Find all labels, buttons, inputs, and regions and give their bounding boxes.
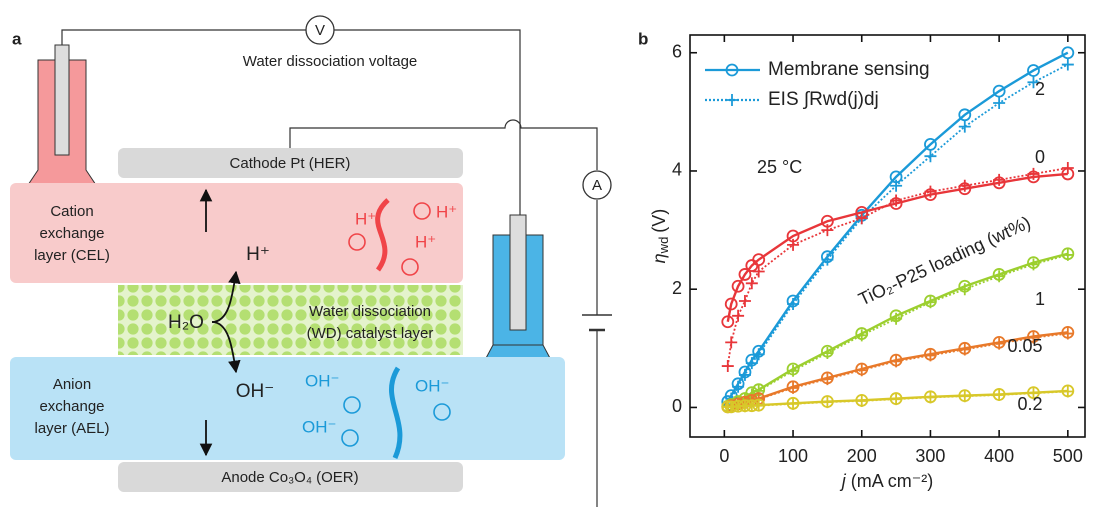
x-tick-label: 300 — [915, 446, 945, 466]
plus-marker — [739, 295, 751, 307]
panel-label: b — [638, 29, 648, 48]
figure: a V Water dissociation voltage A Cathode… — [0, 0, 1100, 507]
water: H₂O — [168, 312, 204, 333]
y-label-sub: wd — [656, 237, 671, 255]
x-tick-label: 400 — [984, 446, 1014, 466]
cel-line: layer (CEL) — [34, 247, 110, 264]
x-tick-label: 100 — [778, 446, 808, 466]
ael-line: layer (AEL) — [34, 420, 109, 437]
y-tick-label: 2 — [672, 278, 682, 298]
x-label-unit: (mA cm⁻²) — [851, 471, 934, 491]
cel-ion: H⁺ — [415, 232, 436, 251]
cel-line: exchange — [39, 225, 104, 242]
panel-b: b 0 100 200 300 400 500 0 2 4 6 j(mA cm⁻²) ηwd (V) 2 0… — [638, 29, 1085, 490]
ael-ion: OH⁻ — [305, 371, 339, 390]
legend-label: EIS ∫Rwd(j)dj — [768, 89, 879, 110]
catalyst-line: (WD) catalyst layer — [307, 325, 434, 342]
proton: H⁺ — [246, 244, 270, 265]
x-axis-label: j(mA cm⁻²) — [839, 471, 934, 491]
cathode-label: Cathode Pt (HER) — [230, 155, 351, 172]
y-label-unit: (V) — [649, 209, 669, 233]
cel-line: Cation — [50, 203, 93, 220]
hydroxide: OH⁻ — [236, 381, 275, 402]
electrode-tube — [55, 45, 69, 155]
x-tick-label: 500 — [1053, 446, 1083, 466]
catalyst-line: Water dissociation — [309, 303, 431, 320]
plus-marker — [993, 97, 1005, 109]
plus-marker — [722, 360, 734, 372]
ael-ion: OH⁻ — [302, 417, 336, 436]
voltage-label: Water dissociation voltage — [243, 53, 418, 70]
ael-ion: OH⁻ — [415, 376, 449, 395]
legend-label: Membrane sensing — [768, 59, 930, 80]
x-tick-label: 200 — [847, 446, 877, 466]
voltmeter-label: V — [315, 22, 325, 39]
curve-label: 0.2 — [1017, 394, 1042, 414]
ael-line: exchange — [39, 398, 104, 415]
y-tick-label: 4 — [672, 160, 682, 180]
sensing-line — [728, 174, 1068, 322]
legend-marker — [726, 94, 738, 106]
curve-label: 2 — [1035, 79, 1045, 99]
curve-label: 0 — [1035, 147, 1045, 167]
y-axis-label: ηwd (V) — [649, 209, 672, 264]
cel-ion: H⁺ — [355, 209, 376, 228]
curve-label: 0.05 — [1007, 336, 1042, 356]
panel-a: a V Water dissociation voltage A Cathode… — [10, 16, 612, 507]
ammeter-label: A — [592, 177, 602, 194]
plus-marker — [753, 265, 765, 277]
x-label-symbol: j — [839, 471, 847, 491]
curve-label: 1 — [1035, 289, 1045, 309]
panel-label: a — [12, 29, 22, 48]
annotation: 25 °C — [757, 157, 802, 177]
cel-ion: H⁺ — [436, 202, 457, 221]
ael-line: Anion — [53, 376, 91, 393]
electrode-tube — [510, 215, 526, 330]
y-label-symbol: η — [649, 253, 669, 263]
y-tick-label: 0 — [672, 396, 682, 416]
x-tick-label: 0 — [719, 446, 729, 466]
anode-label: Anode Co₃O₄ (OER) — [221, 469, 358, 486]
plus-marker — [725, 336, 737, 348]
y-tick-label: 6 — [672, 41, 682, 61]
plus-marker — [1062, 59, 1074, 71]
